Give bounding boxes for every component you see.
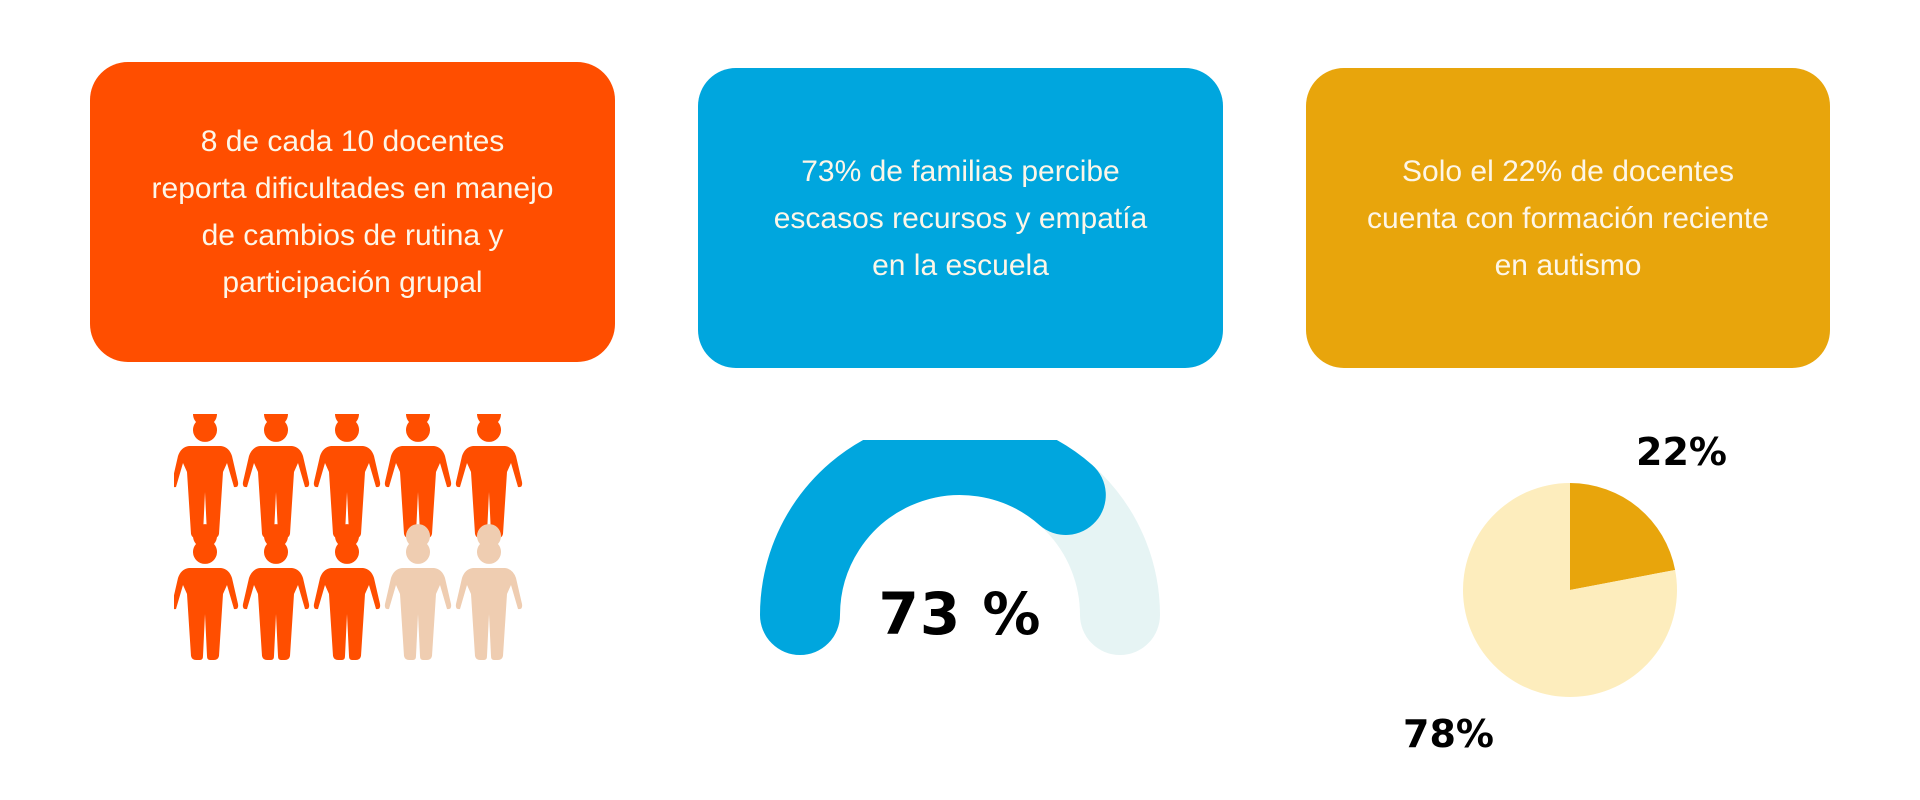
person-icon-highlighted <box>384 414 452 538</box>
gauge-fill <box>760 440 1106 655</box>
pie-label-without-training: 78% <box>1403 712 1494 756</box>
person-icon-highlighted <box>455 414 523 538</box>
person-icon-muted <box>455 524 523 660</box>
gauge-value-label: 73 % <box>878 580 1042 648</box>
stat-card-teachers-difficulties: 8 de cada 10 docentes reporta dificultad… <box>90 62 615 362</box>
pie-chart <box>1463 483 1677 697</box>
pie-slice-without-training <box>1463 483 1677 697</box>
person-icon-muted <box>384 524 452 660</box>
person-icon-highlighted <box>313 524 381 660</box>
person-icon-highlighted <box>313 414 381 538</box>
card-text: 73% de familias percibe escasos recursos… <box>773 154 1148 282</box>
card-text: 8 de cada 10 docentes reporta dificultad… <box>151 125 554 299</box>
person-icon-highlighted <box>242 524 310 660</box>
stat-card-teacher-training: Solo el 22% de docentes cuenta con forma… <box>1306 68 1830 368</box>
person-icon-highlighted <box>174 524 239 660</box>
stat-card-families-perception: 73% de familias percibe escasos recursos… <box>698 68 1223 368</box>
card-text: Solo el 22% de docentes cuenta con forma… <box>1367 154 1769 282</box>
gauge-chart <box>760 440 1160 655</box>
people-pictogram <box>174 414 523 660</box>
person-icon-highlighted <box>242 414 310 538</box>
pie-slice-with-training <box>1570 483 1676 590</box>
person-icon-highlighted <box>174 414 239 538</box>
pie-label-with-training: 22% <box>1636 430 1727 474</box>
